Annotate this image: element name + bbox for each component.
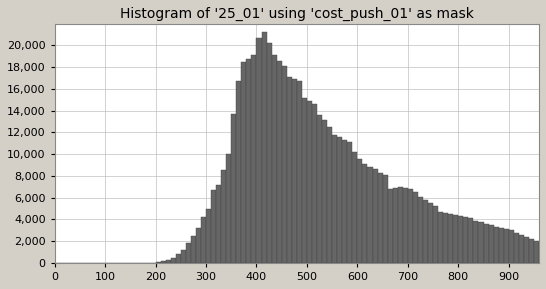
Bar (428, 203, 433, 263)
Bar (236, 81, 241, 263)
Bar (529, 239, 534, 263)
Bar (544, 246, 546, 263)
Bar (277, 60, 282, 263)
Bar (226, 154, 231, 263)
Bar (498, 228, 504, 263)
Bar (403, 188, 408, 263)
Bar (509, 230, 514, 263)
Bar (292, 79, 297, 263)
Bar (397, 187, 403, 263)
Bar (231, 114, 236, 263)
Bar (468, 218, 473, 263)
Bar (519, 235, 524, 263)
Bar (211, 190, 216, 263)
Bar (342, 140, 347, 263)
Bar (393, 188, 397, 263)
Bar (221, 171, 226, 263)
Bar (383, 175, 388, 263)
Bar (478, 222, 484, 263)
Bar (201, 217, 206, 263)
Bar (378, 173, 383, 263)
Bar (484, 224, 489, 263)
Bar (196, 228, 201, 263)
Bar (262, 32, 266, 263)
Bar (453, 215, 458, 263)
Bar (423, 200, 428, 263)
Bar (241, 62, 246, 263)
Bar (191, 236, 196, 263)
Bar (297, 81, 302, 263)
Bar (514, 233, 519, 263)
Bar (524, 237, 529, 263)
Bar (327, 127, 332, 263)
Bar (413, 192, 418, 263)
Bar (367, 167, 372, 263)
Bar (372, 169, 378, 263)
Bar (473, 221, 478, 263)
Bar (443, 213, 448, 263)
Bar (388, 189, 393, 263)
Bar (504, 229, 509, 263)
Bar (438, 212, 443, 263)
Bar (408, 189, 413, 263)
Bar (494, 227, 498, 263)
Title: Histogram of '25_01' using 'cost_push_01' as mask: Histogram of '25_01' using 'cost_push_01… (120, 7, 474, 21)
Bar (176, 254, 181, 263)
Bar (271, 55, 277, 263)
Bar (186, 243, 191, 263)
Bar (337, 137, 342, 263)
Bar (418, 197, 423, 263)
Bar (165, 260, 171, 263)
Bar (156, 262, 161, 263)
Bar (433, 206, 438, 263)
Bar (352, 152, 358, 263)
Bar (181, 250, 186, 263)
Bar (317, 115, 322, 263)
Bar (358, 158, 363, 263)
Bar (206, 209, 211, 263)
Bar (347, 142, 352, 263)
Bar (307, 101, 312, 263)
Bar (464, 217, 468, 263)
Bar (266, 43, 271, 263)
Bar (458, 216, 464, 263)
Bar (216, 185, 221, 263)
Bar (251, 55, 257, 263)
Bar (257, 38, 262, 263)
Bar (363, 164, 367, 263)
Bar (539, 243, 544, 263)
Bar (246, 60, 251, 263)
Bar (332, 135, 337, 263)
Bar (448, 214, 453, 263)
Bar (302, 97, 307, 263)
Bar (312, 104, 317, 263)
Bar (534, 241, 539, 263)
Bar (161, 261, 165, 263)
Bar (282, 66, 287, 263)
Bar (489, 225, 494, 263)
Bar (287, 77, 292, 263)
Bar (322, 121, 327, 263)
Bar (171, 257, 176, 263)
